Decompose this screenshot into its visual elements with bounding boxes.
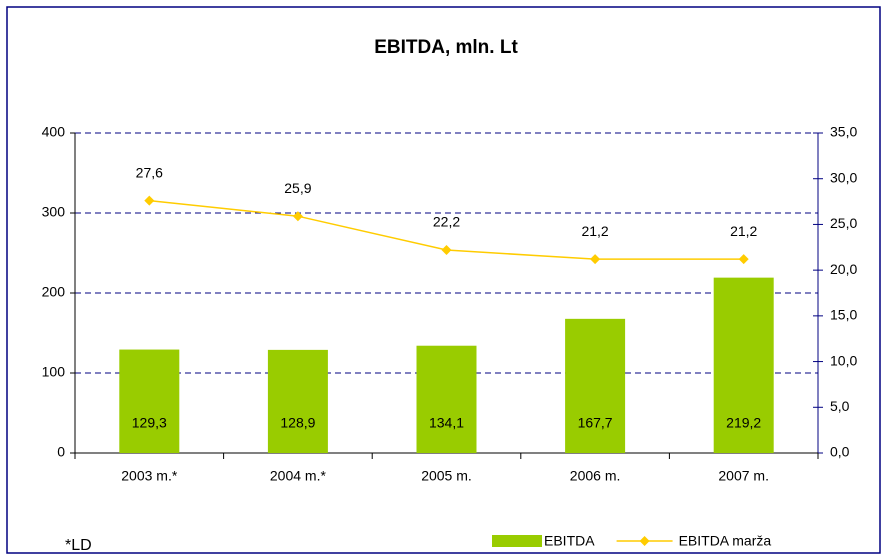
y2-tick-label: 25,0 [830,215,857,231]
bar-label: 128,9 [280,415,315,431]
bar [119,349,180,453]
y-tick-label: 0 [57,444,65,460]
line-marker [590,254,601,265]
y2-tick-label: 0,0 [830,444,850,460]
y2-tick-label: 5,0 [830,398,850,414]
line-marker [144,195,155,206]
line-marker [292,211,303,222]
y2-tick-label: 35,0 [830,124,857,140]
legend-marker [639,536,650,546]
y2-tick-label: 10,0 [830,352,857,368]
bar [267,349,328,453]
bar-label: 167,7 [578,415,613,431]
y2-tick-label: 30,0 [830,169,857,185]
y2-tick-label: 15,0 [830,307,857,323]
x-tick-label: 2003 m.* [121,468,178,484]
chart-title: EBITDA, mln. Lt [374,37,518,58]
bar [713,277,774,453]
line-label: 21,2 [581,223,608,239]
line-marker [441,245,452,256]
x-tick-label: 2004 m.* [270,468,327,484]
bar-label: 134,1 [429,415,464,431]
footnote: *LD [65,537,92,554]
legend-swatch [492,535,542,547]
line-label: 22,2 [433,214,460,230]
line-label: 21,2 [730,223,757,239]
y-tick-label: 100 [42,364,66,380]
bar-label: 129,3 [132,415,167,431]
x-tick-label: 2006 m. [570,468,621,484]
x-tick-label: 2005 m. [421,468,472,484]
y-tick-label: 400 [42,124,66,140]
bar-label: 219,2 [726,415,761,431]
y-tick-label: 200 [42,284,66,300]
x-tick-label: 2007 m. [718,468,769,484]
y2-tick-label: 20,0 [830,261,857,277]
bar [416,345,477,453]
line-label: 25,9 [284,180,311,196]
bar [565,318,626,453]
line-label: 27,6 [136,164,163,180]
line-marker [738,254,749,265]
legend-label: EBITDA [544,533,595,549]
y-tick-label: 300 [42,204,66,220]
legend-label: EBITDA marža [679,533,772,549]
